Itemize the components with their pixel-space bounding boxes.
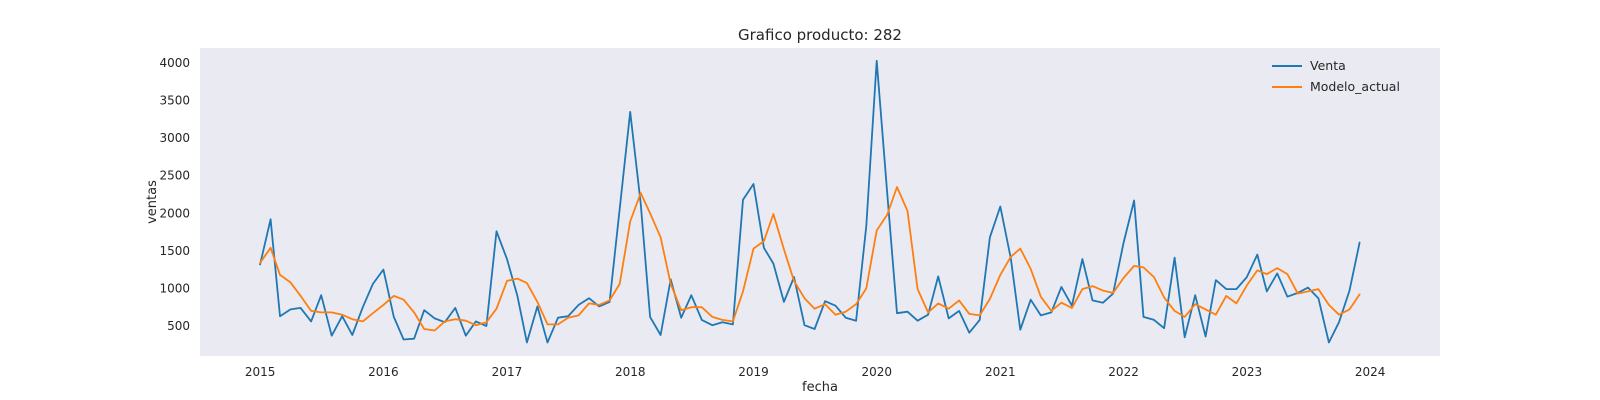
y-tick-label: 500 bbox=[167, 319, 190, 333]
x-tick-label: 2024 bbox=[1355, 365, 1386, 379]
x-tick-label: 2016 bbox=[368, 365, 399, 379]
x-tick-label: 2015 bbox=[245, 365, 276, 379]
y-tick-label: 1000 bbox=[159, 281, 190, 295]
y-tick-label: 3000 bbox=[159, 131, 190, 145]
x-tick-label: 2019 bbox=[738, 365, 769, 379]
y-tick-label: 1500 bbox=[159, 244, 190, 258]
y-axis-ticks: 500 1000 1500 2000 2500 3000 3500 4000 bbox=[159, 56, 190, 333]
x-tick-label: 2021 bbox=[985, 365, 1016, 379]
x-tick-label: 2022 bbox=[1108, 365, 1139, 379]
legend: Venta Modelo_actual bbox=[1272, 58, 1400, 94]
x-axis-ticks: 2015 2016 2017 2018 2019 2020 2021 2022 2023 2024 bbox=[245, 365, 1386, 379]
y-tick-label: 2000 bbox=[159, 206, 190, 220]
x-tick-label: 2017 bbox=[492, 365, 523, 379]
chart-title: Grafico producto: 282 bbox=[738, 26, 902, 44]
x-axis-label: fecha bbox=[802, 380, 838, 395]
x-tick-label: 2023 bbox=[1232, 365, 1263, 379]
y-tick-label: 3500 bbox=[159, 94, 190, 108]
series-line-modelo-actual bbox=[259, 186, 1361, 332]
x-tick-label: 2018 bbox=[615, 365, 646, 379]
legend-label: Venta bbox=[1310, 58, 1346, 73]
y-tick-label: 2500 bbox=[159, 169, 190, 183]
series-line-venta bbox=[259, 59, 1361, 344]
y-tick-label: 4000 bbox=[159, 56, 190, 70]
series-layer bbox=[259, 59, 1361, 344]
legend-label: Modelo_actual bbox=[1310, 79, 1400, 94]
x-tick-label: 2020 bbox=[861, 365, 892, 379]
plot-area bbox=[200, 48, 1440, 356]
y-axis-label: ventas bbox=[145, 180, 160, 224]
